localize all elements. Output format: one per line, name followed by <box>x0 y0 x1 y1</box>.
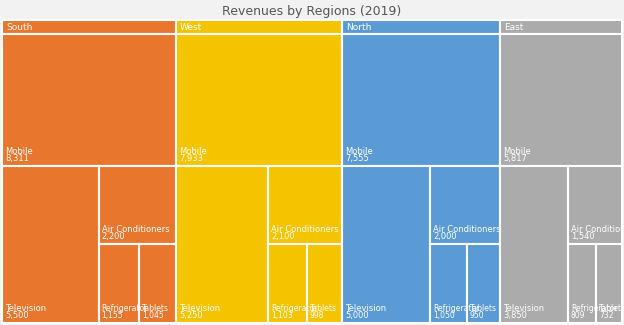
Text: 2,000: 2,000 <box>433 232 457 241</box>
Bar <box>176 34 342 166</box>
Bar <box>430 244 467 323</box>
Text: Mobile: Mobile <box>179 147 207 156</box>
Bar <box>467 244 500 323</box>
Bar <box>176 20 342 34</box>
Text: 7,933: 7,933 <box>179 154 203 163</box>
Bar <box>342 20 500 34</box>
Text: Mobile: Mobile <box>345 147 373 156</box>
Text: 809: 809 <box>571 311 585 320</box>
Text: 1,155: 1,155 <box>102 311 124 320</box>
Text: Tablets: Tablets <box>599 304 624 313</box>
Text: 5,500: 5,500 <box>5 311 29 320</box>
Bar <box>2 20 176 34</box>
Text: 2,100: 2,100 <box>271 232 295 241</box>
Bar <box>307 244 342 323</box>
Bar <box>568 166 622 244</box>
Text: 1,050: 1,050 <box>433 311 455 320</box>
Text: 5,000: 5,000 <box>345 311 369 320</box>
Text: Air Conditioners: Air Conditioners <box>271 226 339 234</box>
Text: Refrigerator: Refrigerator <box>571 304 617 313</box>
Text: South: South <box>6 22 32 32</box>
Text: Revenues by Regions (2019): Revenues by Regions (2019) <box>222 5 402 18</box>
Bar <box>2 34 176 166</box>
Text: Air Conditioners: Air Conditioners <box>102 226 169 234</box>
Text: North: North <box>346 22 371 32</box>
Bar <box>268 244 307 323</box>
Text: 1,540: 1,540 <box>571 232 595 241</box>
Text: Air Conditioners: Air Conditioners <box>571 226 624 234</box>
Text: Refrigerator: Refrigerator <box>271 304 318 313</box>
Text: 950: 950 <box>470 311 484 320</box>
Bar <box>500 34 622 166</box>
Text: 1,103: 1,103 <box>271 311 293 320</box>
Text: Television: Television <box>345 304 386 313</box>
Bar <box>500 166 568 323</box>
Bar <box>176 166 268 323</box>
Bar <box>568 244 597 323</box>
Text: 7,555: 7,555 <box>345 154 369 163</box>
Bar <box>342 166 430 323</box>
Text: 5,250: 5,250 <box>179 311 203 320</box>
Text: Tablets: Tablets <box>142 304 169 313</box>
Text: Television: Television <box>179 304 220 313</box>
Text: Television: Television <box>503 304 544 313</box>
Text: 2,200: 2,200 <box>102 232 125 241</box>
Text: Television: Television <box>5 304 46 313</box>
Text: East: East <box>504 22 524 32</box>
Text: Tablets: Tablets <box>310 304 337 313</box>
Text: Tablets: Tablets <box>470 304 497 313</box>
Text: Mobile: Mobile <box>5 147 32 156</box>
Text: West: West <box>180 22 202 32</box>
Text: 8,311: 8,311 <box>5 154 29 163</box>
Bar <box>2 166 99 323</box>
Text: Refrigerator: Refrigerator <box>433 304 479 313</box>
Text: 732: 732 <box>599 311 614 320</box>
Text: Air Conditioners: Air Conditioners <box>433 226 500 234</box>
Bar <box>430 166 500 244</box>
Bar <box>99 244 139 323</box>
Bar <box>139 244 176 323</box>
Bar <box>268 166 342 244</box>
Text: Refrigerator: Refrigerator <box>102 304 148 313</box>
Text: Mobile: Mobile <box>503 147 531 156</box>
Text: 998: 998 <box>310 311 324 320</box>
Text: 3,850: 3,850 <box>503 311 527 320</box>
Bar <box>99 166 176 244</box>
Bar <box>342 34 500 166</box>
Text: 5,817: 5,817 <box>503 154 527 163</box>
Text: 1,045: 1,045 <box>142 311 164 320</box>
Bar <box>500 20 622 34</box>
Bar <box>597 244 622 323</box>
